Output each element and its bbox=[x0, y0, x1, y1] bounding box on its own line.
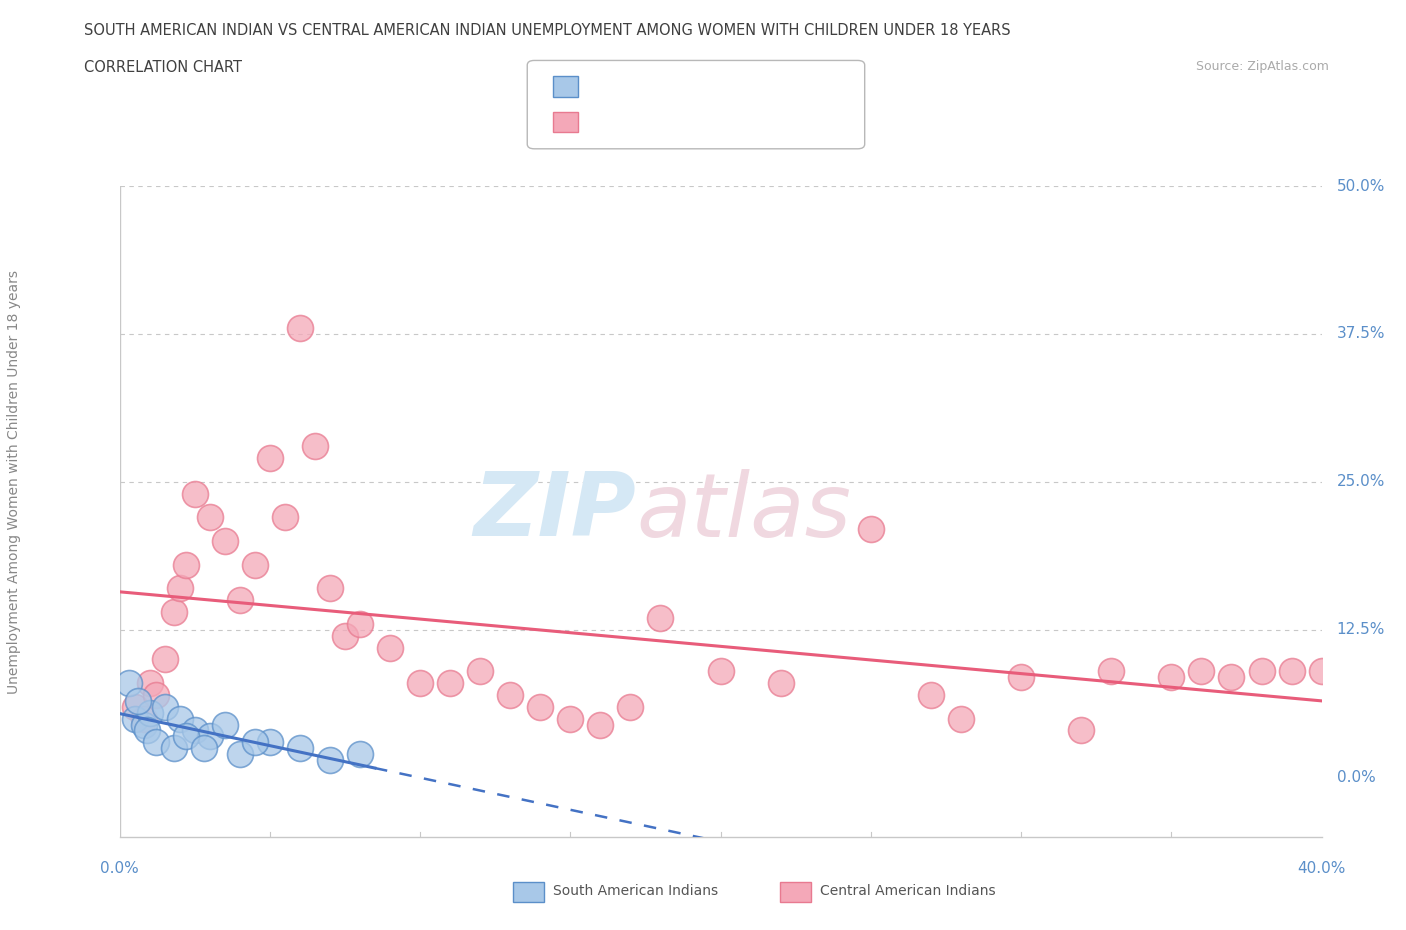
Point bbox=[349, 747, 371, 762]
Text: 0.0%: 0.0% bbox=[1337, 770, 1375, 785]
Point bbox=[228, 592, 252, 607]
Point bbox=[859, 522, 882, 537]
Point bbox=[920, 687, 942, 702]
Point bbox=[304, 439, 326, 454]
Point bbox=[153, 652, 176, 667]
Text: 37.5%: 37.5% bbox=[1337, 326, 1385, 341]
Point bbox=[349, 617, 371, 631]
Point bbox=[183, 723, 205, 737]
Point bbox=[560, 711, 582, 726]
Point bbox=[1070, 723, 1092, 737]
Point bbox=[198, 510, 221, 525]
Point bbox=[274, 510, 297, 525]
Point bbox=[162, 741, 184, 756]
Point bbox=[162, 604, 184, 619]
Point bbox=[124, 711, 146, 726]
Point bbox=[174, 557, 197, 572]
Point bbox=[169, 711, 191, 726]
Point bbox=[333, 629, 356, 644]
Text: Source: ZipAtlas.com: Source: ZipAtlas.com bbox=[1195, 60, 1329, 73]
Point bbox=[132, 717, 155, 732]
Text: atlas: atlas bbox=[637, 469, 851, 554]
Point bbox=[1250, 664, 1272, 679]
Point bbox=[950, 711, 973, 726]
Point bbox=[470, 664, 492, 679]
Point bbox=[288, 741, 311, 756]
Point bbox=[1310, 664, 1333, 679]
Point bbox=[288, 321, 311, 336]
Point bbox=[650, 611, 672, 626]
Text: SOUTH AMERICAN INDIAN VS CENTRAL AMERICAN INDIAN UNEMPLOYMENT AMONG WOMEN WITH C: SOUTH AMERICAN INDIAN VS CENTRAL AMERICA… bbox=[84, 23, 1011, 38]
Text: Central American Indians: Central American Indians bbox=[820, 884, 995, 898]
Text: 40.0%: 40.0% bbox=[1298, 860, 1346, 876]
Point bbox=[439, 676, 461, 691]
Point bbox=[1099, 664, 1122, 679]
Point bbox=[214, 534, 236, 549]
Text: Unemployment Among Women with Children Under 18 years: Unemployment Among Women with Children U… bbox=[7, 270, 21, 694]
Point bbox=[145, 687, 167, 702]
Point bbox=[378, 640, 401, 655]
Text: 25.0%: 25.0% bbox=[1337, 474, 1385, 489]
Point bbox=[198, 729, 221, 744]
Point bbox=[259, 735, 281, 750]
Point bbox=[319, 581, 342, 596]
Text: 50.0%: 50.0% bbox=[1337, 179, 1385, 193]
Point bbox=[243, 557, 266, 572]
Point bbox=[228, 747, 252, 762]
Point bbox=[709, 664, 731, 679]
Text: R =  0.249   N = 44: R = 0.249 N = 44 bbox=[588, 113, 723, 128]
Text: South American Indians: South American Indians bbox=[553, 884, 717, 898]
Point bbox=[174, 729, 197, 744]
Point bbox=[193, 741, 215, 756]
Point bbox=[1160, 670, 1182, 684]
Point bbox=[1010, 670, 1032, 684]
Point bbox=[259, 451, 281, 466]
Point bbox=[1220, 670, 1243, 684]
Point bbox=[117, 676, 139, 691]
Point bbox=[138, 705, 160, 720]
Point bbox=[589, 717, 612, 732]
Text: R = -0.075   N =  21: R = -0.075 N = 21 bbox=[588, 78, 728, 93]
Point bbox=[183, 486, 205, 501]
Point bbox=[138, 676, 160, 691]
Point bbox=[1189, 664, 1212, 679]
Text: CORRELATION CHART: CORRELATION CHART bbox=[84, 60, 242, 75]
Point bbox=[499, 687, 522, 702]
Point bbox=[145, 735, 167, 750]
Point bbox=[1281, 664, 1303, 679]
Point bbox=[135, 723, 157, 737]
Point bbox=[169, 581, 191, 596]
Point bbox=[132, 711, 155, 726]
Point bbox=[127, 694, 149, 709]
Point bbox=[769, 676, 792, 691]
Point bbox=[153, 699, 176, 714]
Point bbox=[319, 752, 342, 767]
Point bbox=[619, 699, 641, 714]
Point bbox=[214, 717, 236, 732]
Point bbox=[124, 699, 146, 714]
Text: 0.0%: 0.0% bbox=[100, 860, 139, 876]
Point bbox=[529, 699, 551, 714]
Text: ZIP: ZIP bbox=[474, 468, 637, 555]
Point bbox=[243, 735, 266, 750]
Text: 12.5%: 12.5% bbox=[1337, 622, 1385, 637]
Point bbox=[409, 676, 432, 691]
